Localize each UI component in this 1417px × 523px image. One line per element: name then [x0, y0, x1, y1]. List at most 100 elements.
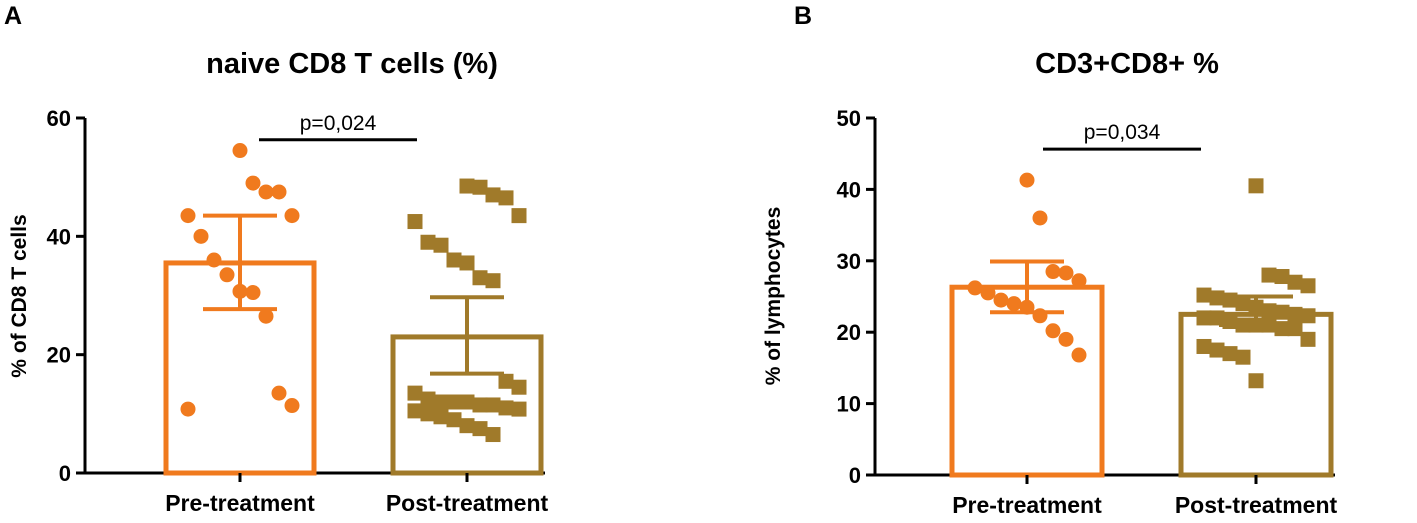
- panel-b-point-post: [1300, 278, 1316, 294]
- panel-b-point-post: [1300, 331, 1316, 347]
- panel-a-point-post: [446, 412, 462, 428]
- panel-a-point-post: [511, 208, 527, 224]
- panel-b-point-pre: [967, 280, 983, 296]
- panel-a-point-pre: [245, 285, 261, 301]
- panel-b-point-pre: [1019, 172, 1035, 188]
- panel-a-point-pre: [206, 252, 222, 268]
- panel-b-point-pre: [1071, 347, 1087, 363]
- panel-b-point-pre: [1032, 210, 1048, 226]
- panel-a-point-post: [498, 373, 514, 389]
- panel-b-point-post: [1209, 342, 1225, 358]
- panel-a-point-post: [433, 409, 449, 425]
- panel-b-point-pre: [1058, 331, 1074, 347]
- panel-b-point-pre: [980, 285, 996, 301]
- panel-b-y-tick-label: 0: [849, 463, 861, 488]
- panel-b-x-tick-label: Post-treatment: [1175, 492, 1338, 518]
- panel-a-point-pre: [271, 184, 287, 200]
- panel-b-point-post: [1248, 178, 1264, 194]
- panel-b-point-post: [1248, 373, 1264, 389]
- panel-a-point-post: [459, 178, 475, 194]
- panel-a-point-post: [459, 394, 475, 410]
- panel-a-point-post: [472, 421, 488, 437]
- panel-a-point-post: [433, 394, 449, 410]
- panel-b-y-axis-label: % of lymphocytes: [762, 207, 785, 386]
- panel-b-y-tick-label: 50: [837, 106, 861, 131]
- panel-a-point-pre: [284, 398, 300, 414]
- panel-a-point-pre: [258, 184, 274, 200]
- panel-b-point-post: [1222, 346, 1238, 362]
- panel-b-plot: 0 10 20 30 40 50 Pre-treatment Post-treatment p=…: [837, 106, 1338, 518]
- panel-a-point-pre: [193, 228, 209, 244]
- panel-b-point-post: [1261, 303, 1277, 319]
- panel-a-y-tick-label: 0: [59, 461, 71, 486]
- panel-a-point-post: [485, 427, 501, 443]
- panel-a-point-post: [485, 273, 501, 289]
- panel-b-y-tick-label: 30: [837, 249, 861, 274]
- panel-a-point-post: [446, 252, 462, 268]
- panel-b-y-tick-label: 20: [837, 320, 861, 345]
- panel-a-point-post: [420, 234, 436, 250]
- panel-a-point-post: [472, 270, 488, 286]
- panel-a-point-post: [511, 401, 527, 417]
- panel-a-point-pre: [232, 143, 248, 159]
- panel-a-x-tick-label: Post-treatment: [386, 490, 549, 516]
- panel-a-point-post: [511, 379, 527, 395]
- panel-a-point-pre: [180, 401, 196, 417]
- panel-a-y-tick-label: 40: [47, 224, 71, 249]
- panel-a-point-post: [420, 391, 436, 407]
- panel-b-point-post: [1274, 269, 1290, 285]
- panel-b-point-post: [1235, 296, 1251, 312]
- panel-b-point-pre: [1045, 264, 1061, 280]
- panel-a-point-post: [407, 214, 423, 230]
- panel-a-point-post: [485, 187, 501, 203]
- panel-b-bar-pre: [949, 284, 1105, 478]
- panel-a-y-axis-label: % of CD8 T cells: [8, 214, 31, 377]
- panel-a-point-post: [498, 400, 514, 416]
- panel-a-title: naive CD8 T cells (%): [206, 48, 498, 80]
- panel-b-point-post: [1209, 310, 1225, 326]
- panel-b-y-tick-label: 10: [837, 392, 861, 417]
- panel-b-point-pre: [1006, 296, 1022, 312]
- panel-a-y-tick-label: 60: [47, 106, 71, 131]
- panel-b-point-post: [1300, 308, 1316, 324]
- panel-b-point-post: [1235, 349, 1251, 365]
- panel-b-letter: B: [794, 2, 812, 30]
- panel-a-point-post: [407, 403, 423, 419]
- panel-a-p-value-label: p=0,024: [300, 112, 377, 135]
- panel-a-point-pre: [219, 267, 235, 283]
- panel-a-point-post: [472, 397, 488, 413]
- panel-a-y-tick-label: 20: [47, 343, 71, 368]
- panel-b-point-post: [1287, 306, 1303, 322]
- panel-b-y-tick-label: 40: [837, 177, 861, 202]
- panel-a-point-post: [459, 418, 475, 434]
- panel-a-point-post: [485, 397, 501, 413]
- panel-a-x-tick-label: Pre-treatment: [165, 490, 315, 516]
- panel-a-point-post: [472, 179, 488, 195]
- panel-b-title: CD3+CD8+ %: [1035, 48, 1219, 80]
- panel-b-point-post: [1274, 304, 1290, 320]
- panel-b-point-post: [1261, 267, 1277, 283]
- panel-a-plot: 0 20 40 60 Pre-treatment Post-treatment p=0,02…: [47, 106, 549, 516]
- panel-a-point-post: [407, 385, 423, 401]
- panel-a-point-post: [459, 255, 475, 271]
- panel-a-point-post: [433, 237, 449, 253]
- panel-a-point-pre: [180, 208, 196, 224]
- panel-b-x-tick-label: Pre-treatment: [952, 492, 1102, 518]
- panel-a-point-post: [420, 406, 436, 422]
- panel-a-point-pre: [258, 308, 274, 324]
- panel-b-point-pre: [1045, 323, 1061, 339]
- panel-a-point-pre: [271, 385, 287, 401]
- panel-b-point-post: [1196, 310, 1212, 326]
- panel-b-point-pre: [993, 292, 1009, 308]
- panel-a-point-pre: [245, 175, 261, 191]
- panel-b-point-post: [1209, 290, 1225, 306]
- panel-a-point-post: [446, 394, 462, 410]
- panel-a-point-pre: [284, 208, 300, 224]
- panel-b-point-pre: [1058, 265, 1074, 281]
- panel-b-p-value-label: p=0,034: [1084, 121, 1161, 144]
- panel-b-point-post: [1196, 338, 1212, 354]
- panel-b-point-post: [1287, 274, 1303, 290]
- panel-a-letter: A: [4, 2, 22, 30]
- panel-b-point-post: [1196, 287, 1212, 303]
